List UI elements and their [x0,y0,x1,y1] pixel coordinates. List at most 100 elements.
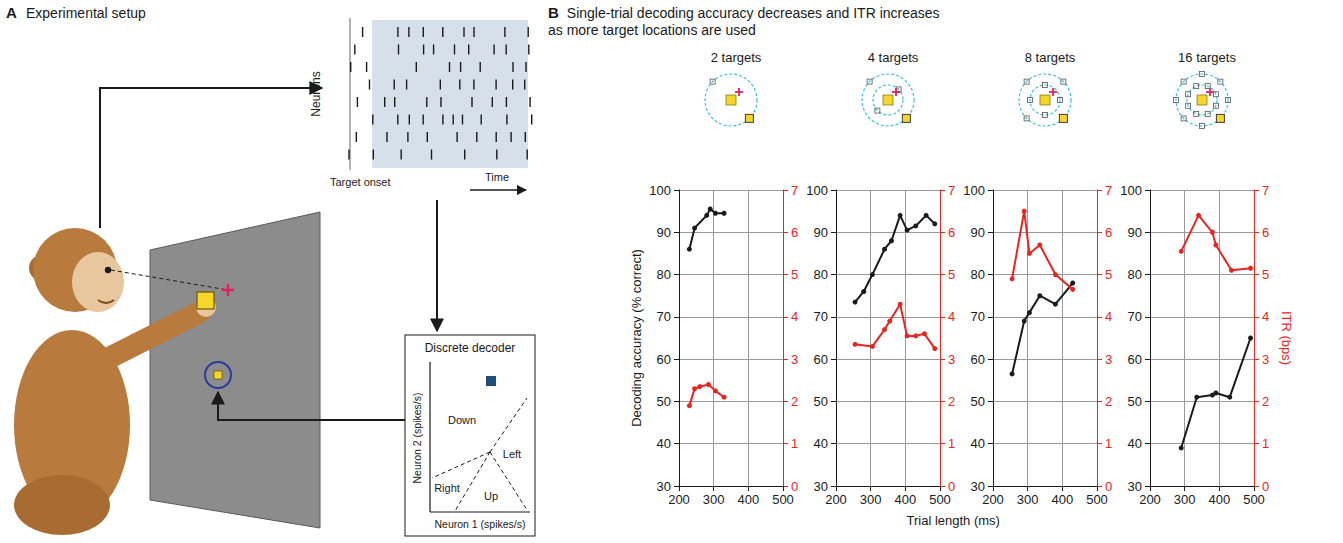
svg-text:200: 200 [668,492,690,507]
svg-text:3: 3 [1262,352,1269,367]
svg-text:7: 7 [791,183,798,198]
svg-text:5: 5 [791,267,798,282]
svg-text:200: 200 [825,492,847,507]
svg-text:90: 90 [657,225,671,240]
svg-text:Neurons: Neurons [309,71,323,116]
svg-text:5: 5 [948,267,955,282]
svg-text:2: 2 [948,394,955,409]
svg-text:80: 80 [971,267,985,282]
svg-text:0: 0 [948,478,956,494]
svg-text:50: 50 [971,394,985,409]
svg-text:8 targets: 8 targets [1025,50,1076,65]
svg-text:7: 7 [1262,183,1269,198]
svg-text:Down: Down [448,414,476,426]
html-text:B: B [548,4,559,21]
svg-text:400: 400 [1208,492,1230,507]
svg-text:60: 60 [814,352,828,367]
svg-text:4 targets: 4 targets [868,50,919,65]
svg-text:7: 7 [948,183,955,198]
svg-text:90: 90 [814,225,828,240]
svg-text:70: 70 [1128,309,1142,324]
svg-text:100: 100 [649,183,671,198]
svg-text:500: 500 [1086,492,1108,507]
svg-text:Trial length (ms): Trial length (ms) [907,513,1000,528]
svg-text:4: 4 [791,309,798,324]
svg-text:100: 100 [1120,183,1142,198]
svg-text:Right: Right [434,482,460,494]
svg-text:1: 1 [791,436,798,451]
svg-text:300: 300 [1017,492,1039,507]
svg-text:200: 200 [1139,492,1161,507]
svg-text:100: 100 [963,183,985,198]
svg-text:500: 500 [772,492,794,507]
svg-text:50: 50 [1128,394,1142,409]
svg-text:200: 200 [982,492,1004,507]
svg-text:4: 4 [1262,309,1269,324]
svg-text:30: 30 [1127,478,1142,494]
svg-text:A: A [6,4,17,21]
svg-text:6: 6 [1105,225,1112,240]
svg-text:7: 7 [1105,183,1112,198]
svg-text:30: 30 [813,478,828,494]
svg-text:80: 80 [814,267,828,282]
svg-text:30: 30 [656,478,671,494]
svg-text:60: 60 [1128,352,1142,367]
svg-text:Experimental setup: Experimental setup [26,5,146,21]
svg-text:Neuron 1 (spikes/s): Neuron 1 (spikes/s) [434,518,525,530]
svg-text:3: 3 [791,352,798,367]
svg-text:Left: Left [503,448,521,460]
svg-text:4: 4 [1105,309,1112,324]
svg-text:300: 300 [1174,492,1196,507]
svg-text:Time: Time [485,171,509,183]
svg-text:60: 60 [657,352,671,367]
svg-text:0: 0 [1105,478,1113,494]
svg-text:400: 400 [1051,492,1073,507]
svg-text:70: 70 [971,309,985,324]
svg-text:6: 6 [1262,225,1269,240]
svg-text:5: 5 [1262,267,1269,282]
svg-text:40: 40 [657,436,671,451]
svg-text:2: 2 [1105,394,1112,409]
svg-text:500: 500 [1243,492,1265,507]
svg-text:6: 6 [948,225,955,240]
svg-text:50: 50 [657,394,671,409]
html-text:Single-trial decoding accuracy: Single-trial decoding accuracy decreases… [548,5,940,38]
svg-text:40: 40 [971,436,985,451]
svg-text:300: 300 [860,492,882,507]
svg-text:Target onset: Target onset [330,176,391,188]
svg-text:4: 4 [948,309,955,324]
svg-text:30: 30 [970,478,985,494]
svg-text:50: 50 [814,394,828,409]
svg-text:400: 400 [894,492,916,507]
svg-text:300: 300 [703,492,725,507]
svg-text:80: 80 [1128,267,1142,282]
svg-text:2: 2 [791,394,798,409]
svg-text:100: 100 [806,183,828,198]
svg-text:3: 3 [1105,352,1112,367]
svg-text:5: 5 [1105,267,1112,282]
svg-text:500: 500 [929,492,951,507]
svg-text:6: 6 [791,225,798,240]
svg-text:90: 90 [1128,225,1142,240]
svg-text:3: 3 [948,352,955,367]
svg-text:0: 0 [791,478,799,494]
svg-text:1: 1 [948,436,955,451]
svg-text:ITR (bps): ITR (bps) [1279,311,1294,365]
svg-text:400: 400 [737,492,759,507]
svg-text:1: 1 [1105,436,1112,451]
svg-text:Neuron 2 (spikes/s): Neuron 2 (spikes/s) [411,392,423,483]
svg-text:60: 60 [971,352,985,367]
svg-text:80: 80 [657,267,671,282]
svg-text:90: 90 [971,225,985,240]
svg-text:40: 40 [814,436,828,451]
svg-text:70: 70 [657,309,671,324]
svg-text:40: 40 [1128,436,1142,451]
svg-text:70: 70 [814,309,828,324]
svg-text:2: 2 [1262,394,1269,409]
svg-text:Up: Up [484,490,498,502]
svg-text:16 targets: 16 targets [1178,50,1236,65]
svg-text:1: 1 [1262,436,1269,451]
svg-text:Decoding accuracy (% correct): Decoding accuracy (% correct) [629,249,644,427]
svg-text:2 targets: 2 targets [711,50,762,65]
svg-text:Discrete decoder: Discrete decoder [425,341,516,355]
